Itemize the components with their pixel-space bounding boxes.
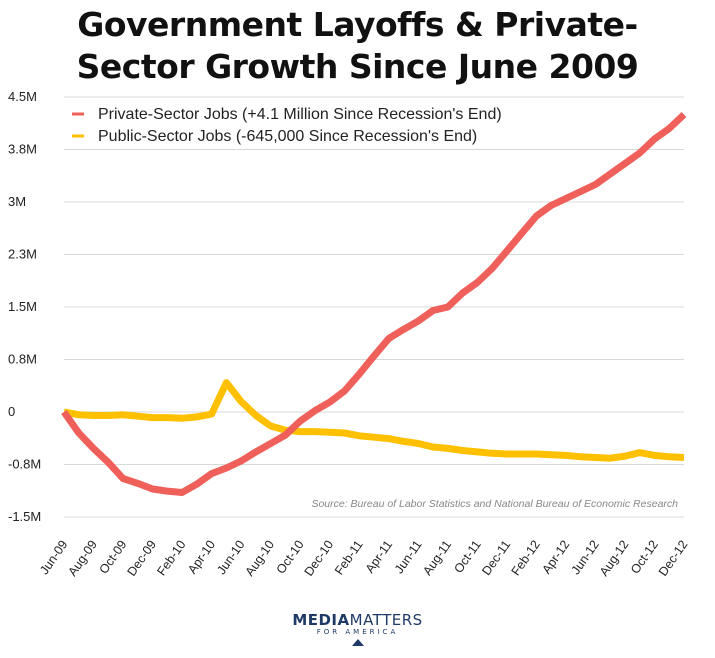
x-tick-label: Apr-11 [363,538,395,576]
logo-word-matters: MATTERS [349,611,423,629]
y-tick-label: -0.8M [8,457,41,472]
legend: Private-Sector Jobs (+4.1 Million Since … [72,106,502,145]
chart-title-line-2: Sector Growth Since June 2009 [76,47,639,86]
x-axis-tick-labels: Jun-09Aug-09Oct-09Dec-09Feb-10Apr-10Jun-… [37,538,690,579]
y-tick-label: 0.8M [8,352,37,367]
y-tick-label: 2.3M [8,247,37,262]
legend-label: Private-Sector Jobs (+4.1 Million Since … [98,106,502,123]
series-lines [61,111,687,496]
x-tick-label: Aug-09 [65,538,100,579]
logo-tagline: FOR AMERICA [316,628,399,636]
x-tick-label: Dec-10 [302,538,337,579]
chart-title-line-1: Government Layoffs & Private- [77,5,638,44]
source-note: Source: Bureau of Labor Statistics and N… [311,498,678,510]
y-tick-label: 1.5M [8,299,37,314]
x-tick-label: Feb-11 [332,538,366,578]
x-tick-label: Apr-10 [185,538,218,577]
logo-triangle-icon [351,639,364,646]
legend-label: Public-Sector Jobs (-645,000 Since Reces… [98,128,477,145]
series-line-public-sector [63,379,685,462]
x-tick-label: Aug-12 [597,538,632,579]
x-tick-label: Feb-10 [154,538,188,579]
x-tick-label: Aug-10 [243,538,278,579]
y-tick-label: 0 [8,404,15,419]
logo-wordmark: MEDIAMATTERS [0,612,715,628]
series-line-private-sector [61,111,687,496]
y-tick-label: -1.5M [8,509,41,524]
y-tick-label: 3.8M [8,142,37,157]
x-tick-label: Dec-09 [124,538,159,579]
chart-title: Government Layoffs & Private- Sector Gro… [0,4,715,88]
logo-word-media: MEDIA [292,611,350,629]
grid-lines [64,96,684,518]
y-axis-tick-labels: 4.5M 3.8M 3M 2.3M 1.5M 0.8M 0 -0.8M -1.5M [8,89,41,524]
x-tick-label: Dec-11 [479,538,513,578]
x-tick-label: Apr-12 [539,538,572,577]
line-chart: 4.5M 3.8M 3M 2.3M 1.5M 0.8M 0 -0.8M -1.5M Jun-09… [8,89,690,579]
media-matters-logo: MEDIAMATTERS FOR AMERICA [0,612,715,646]
x-tick-label: Dec-12 [656,538,691,579]
y-tick-label: 4.5M [8,89,37,104]
x-tick-label: Aug-11 [420,538,454,578]
x-tick-label: Feb-12 [509,538,543,579]
y-tick-label: 3M [8,194,26,209]
